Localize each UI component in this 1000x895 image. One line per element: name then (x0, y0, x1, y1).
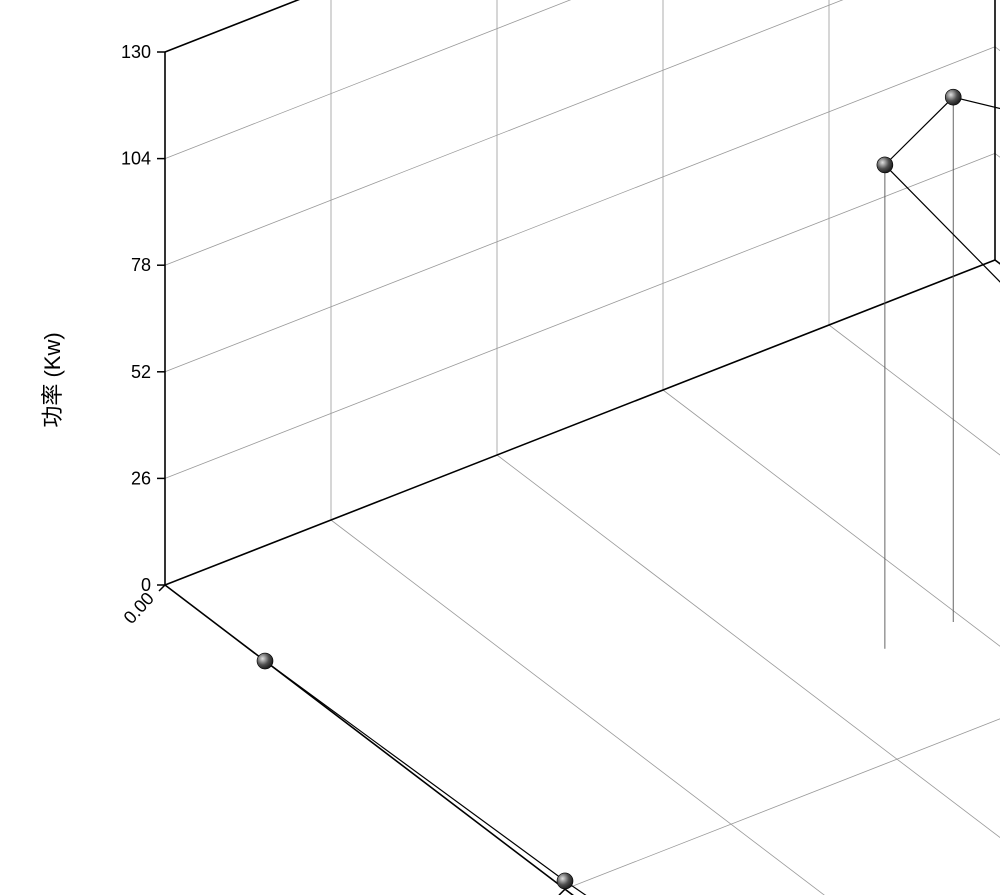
z-tick-label: 26 (131, 468, 151, 488)
z-tick-label: 104 (121, 149, 151, 169)
box-outline (165, 0, 1000, 895)
ticks: 02652781041300.000.020.040.060.080.100.1… (120, 42, 1000, 895)
data-marker (945, 89, 961, 105)
chart-container: 02652781041300.000.020.040.060.080.100.1… (0, 0, 1000, 895)
z-tick-label: 52 (131, 362, 151, 382)
data-marker (257, 653, 273, 669)
z-tick-label: 78 (131, 255, 151, 275)
grid (165, 0, 1000, 895)
data-markers (257, 89, 1000, 895)
drop-lines (265, 97, 1000, 895)
z-axis-label: 功率 (Kw) (40, 332, 65, 427)
data-marker (557, 873, 573, 889)
x-tick-label: 0.00 (120, 588, 158, 627)
data-marker (877, 157, 893, 173)
3d-scatter-chart: 02652781041300.000.020.040.060.080.100.1… (0, 0, 1000, 895)
z-tick-label: 130 (121, 42, 151, 62)
series-line (265, 97, 1000, 895)
